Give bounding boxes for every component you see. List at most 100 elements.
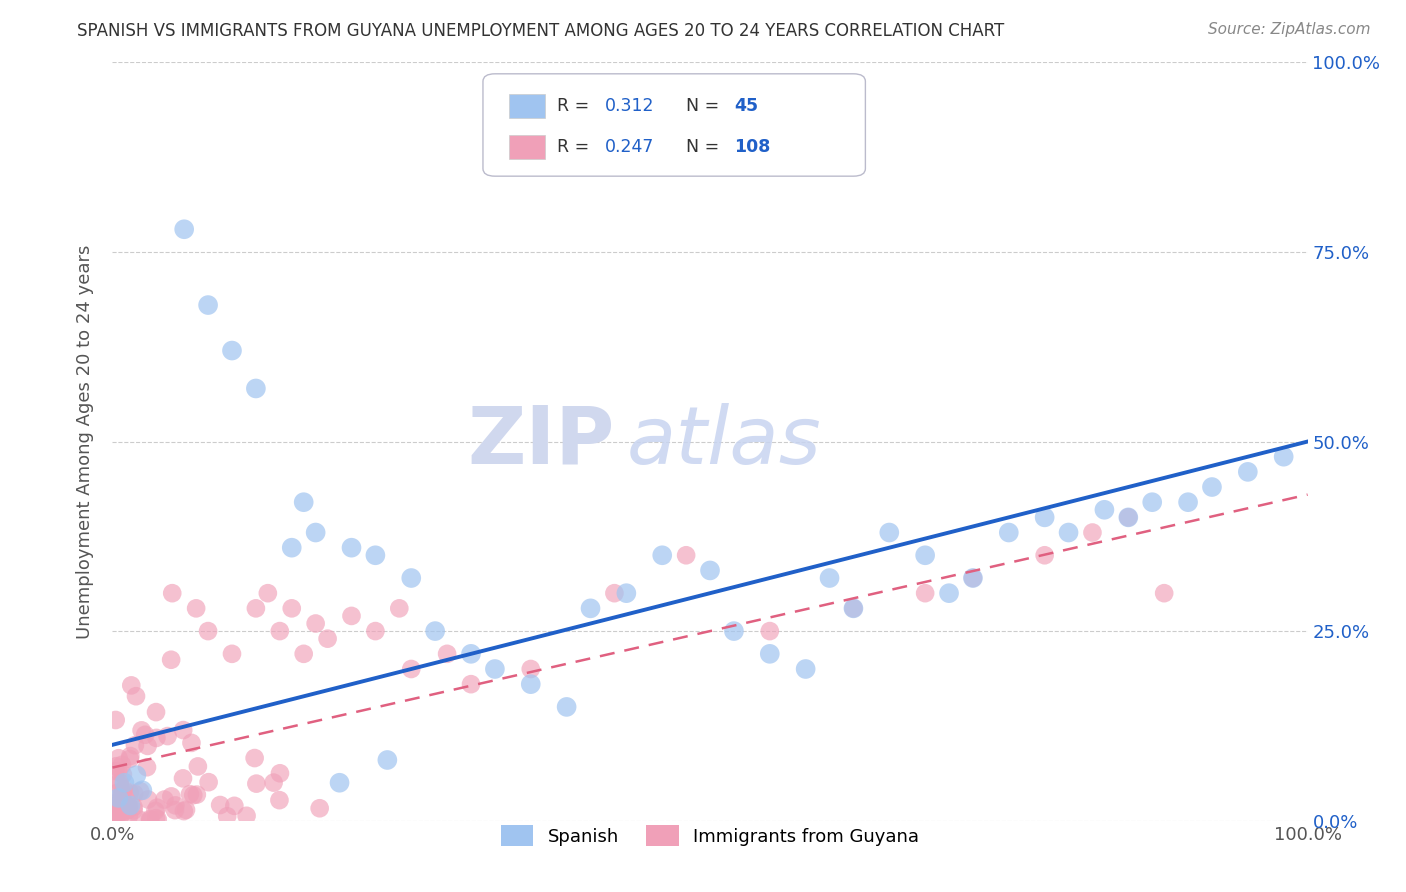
- Point: [187, 759, 209, 773]
- Point: [173, 222, 195, 236]
- Point: [129, 784, 152, 798]
- Point: [145, 731, 167, 745]
- Point: [163, 803, 186, 817]
- Point: [118, 809, 141, 823]
- Point: [112, 782, 135, 797]
- Point: [104, 764, 127, 778]
- Point: [105, 805, 128, 820]
- Point: [160, 653, 183, 667]
- Point: [257, 586, 280, 600]
- Y-axis label: Unemployment Among Ages 20 to 24 years: Unemployment Among Ages 20 to 24 years: [76, 244, 94, 639]
- Text: ZIP: ZIP: [467, 402, 614, 481]
- Point: [104, 797, 127, 811]
- Point: [122, 800, 145, 814]
- Point: [759, 647, 782, 661]
- FancyBboxPatch shape: [484, 74, 866, 177]
- Point: [156, 729, 179, 743]
- Point: [1081, 525, 1104, 540]
- Point: [1201, 480, 1223, 494]
- Point: [292, 495, 315, 509]
- Text: 108: 108: [734, 137, 770, 156]
- Point: [217, 809, 239, 823]
- Point: [281, 541, 304, 555]
- Point: [111, 787, 134, 801]
- Point: [125, 768, 148, 782]
- Point: [245, 601, 267, 615]
- Point: [110, 807, 132, 822]
- Point: [520, 677, 543, 691]
- Point: [162, 586, 183, 600]
- Text: 0.312: 0.312: [605, 97, 654, 115]
- Point: [160, 789, 183, 804]
- Point: [145, 804, 167, 818]
- Point: [224, 798, 246, 813]
- Point: [616, 586, 638, 600]
- Point: [111, 767, 134, 781]
- Text: R =: R =: [557, 97, 595, 115]
- Point: [460, 677, 482, 691]
- Point: [134, 728, 156, 742]
- Point: [269, 766, 291, 780]
- Point: [117, 803, 139, 817]
- Point: [180, 736, 202, 750]
- Point: [1118, 510, 1140, 524]
- Point: [107, 764, 129, 779]
- Point: [1094, 503, 1116, 517]
- Point: [172, 723, 194, 737]
- Legend: Spanish, Immigrants from Guyana: Spanish, Immigrants from Guyana: [494, 818, 927, 854]
- Point: [723, 624, 745, 639]
- Point: [103, 799, 125, 814]
- Point: [186, 788, 208, 802]
- Point: [146, 800, 169, 814]
- Point: [388, 601, 411, 615]
- Point: [104, 811, 127, 825]
- Point: [105, 812, 128, 826]
- Point: [118, 799, 141, 814]
- Point: [998, 525, 1021, 540]
- Point: [179, 787, 201, 801]
- Point: [110, 798, 132, 813]
- Point: [962, 571, 984, 585]
- Point: [235, 809, 257, 823]
- Text: R =: R =: [557, 137, 595, 156]
- Point: [145, 705, 167, 719]
- Point: [425, 624, 447, 639]
- Text: N =: N =: [686, 137, 725, 156]
- Point: [104, 713, 127, 727]
- Point: [436, 647, 458, 661]
- Point: [460, 647, 482, 661]
- Text: Source: ZipAtlas.com: Source: ZipAtlas.com: [1208, 22, 1371, 37]
- Point: [107, 751, 129, 765]
- Point: [131, 783, 153, 797]
- Point: [221, 343, 243, 358]
- Point: [173, 804, 195, 818]
- Point: [263, 775, 285, 789]
- Point: [105, 759, 128, 773]
- Point: [1033, 510, 1056, 524]
- Point: [377, 753, 399, 767]
- Point: [111, 788, 134, 802]
- Point: [120, 678, 142, 692]
- Point: [401, 662, 423, 676]
- Point: [115, 804, 138, 818]
- FancyBboxPatch shape: [509, 94, 546, 118]
- Point: [111, 757, 134, 772]
- Point: [1177, 495, 1199, 509]
- Point: [603, 586, 626, 600]
- Point: [172, 772, 194, 786]
- Point: [962, 571, 984, 585]
- Point: [759, 624, 782, 639]
- Point: [1142, 495, 1164, 509]
- Point: [914, 548, 936, 563]
- Point: [281, 601, 304, 615]
- Point: [308, 801, 330, 815]
- Point: [174, 803, 197, 817]
- Point: [139, 812, 162, 826]
- Point: [245, 382, 267, 396]
- Point: [197, 775, 219, 789]
- Point: [243, 751, 266, 765]
- Point: [146, 813, 169, 827]
- Point: [329, 776, 352, 790]
- Point: [842, 601, 865, 615]
- Point: [340, 541, 363, 555]
